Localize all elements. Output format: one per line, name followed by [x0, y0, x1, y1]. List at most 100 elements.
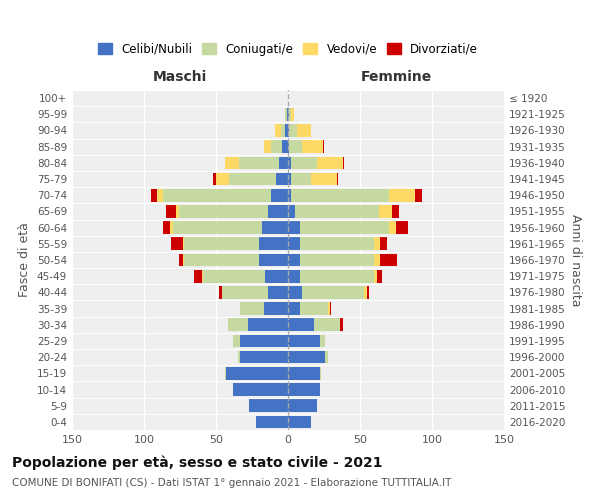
Bar	[302, 286, 364, 298]
Bar	[248, 318, 288, 331]
Bar	[314, 318, 340, 331]
Bar	[289, 124, 296, 137]
Bar	[271, 189, 288, 202]
Bar	[377, 270, 382, 282]
Bar	[337, 172, 338, 186]
Y-axis label: Fasce di età: Fasce di età	[19, 222, 31, 298]
Bar	[263, 302, 288, 315]
Bar	[291, 108, 294, 120]
Bar	[285, 124, 288, 137]
Bar	[291, 189, 389, 202]
Bar	[288, 124, 289, 137]
Bar	[275, 124, 281, 137]
Bar	[170, 222, 173, 234]
Bar	[392, 205, 399, 218]
Bar	[224, 156, 239, 169]
Bar	[287, 108, 288, 120]
Bar	[241, 334, 288, 347]
Bar	[233, 383, 288, 396]
Bar	[203, 270, 265, 282]
Bar	[263, 140, 271, 153]
Text: COMUNE DI BONIFATI (CS) - Dati ISTAT 1° gennaio 2021 - Elaborazione TUTTITALIA.I: COMUNE DI BONIFATI (CS) - Dati ISTAT 1° …	[12, 478, 451, 488]
Bar	[271, 140, 282, 153]
Bar	[259, 254, 288, 266]
Bar	[367, 286, 368, 298]
Bar	[288, 140, 289, 153]
Bar	[176, 205, 179, 218]
Bar	[317, 156, 343, 169]
Bar	[288, 108, 289, 120]
Bar	[288, 416, 311, 428]
Bar	[288, 318, 314, 331]
Bar	[374, 238, 380, 250]
Bar	[268, 205, 288, 218]
Bar	[233, 334, 241, 347]
Bar	[380, 254, 397, 266]
Bar	[239, 156, 280, 169]
Bar	[288, 254, 299, 266]
Bar	[202, 270, 203, 282]
Bar	[288, 302, 299, 315]
Bar	[299, 270, 374, 282]
Bar	[173, 222, 262, 234]
Bar	[213, 172, 216, 186]
Bar	[325, 351, 328, 364]
Bar	[238, 351, 241, 364]
Text: Maschi: Maschi	[153, 70, 207, 84]
Bar	[241, 302, 263, 315]
Bar	[229, 172, 277, 186]
Bar	[295, 205, 379, 218]
Bar	[262, 222, 288, 234]
Bar	[289, 108, 291, 120]
Bar	[194, 270, 202, 282]
Bar	[288, 400, 317, 412]
Bar	[163, 222, 170, 234]
Bar	[396, 222, 407, 234]
Bar	[179, 254, 183, 266]
Bar	[328, 302, 330, 315]
Bar	[172, 238, 183, 250]
Bar	[285, 108, 287, 120]
Bar	[288, 351, 325, 364]
Bar	[299, 302, 328, 315]
Bar	[288, 286, 302, 298]
Bar	[281, 124, 285, 137]
Bar	[184, 254, 259, 266]
Bar	[415, 189, 422, 202]
Bar	[343, 156, 344, 169]
Bar	[320, 367, 321, 380]
Bar	[288, 334, 320, 347]
Text: Popolazione per età, sesso e stato civile - 2021: Popolazione per età, sesso e stato civil…	[12, 456, 383, 470]
Bar	[288, 156, 291, 169]
Bar	[320, 334, 325, 347]
Bar	[259, 238, 288, 250]
Bar	[288, 222, 299, 234]
Bar	[288, 172, 291, 186]
Bar	[249, 400, 288, 412]
Bar	[219, 286, 222, 298]
Legend: Celibi/Nubili, Coniugati/e, Vedovi/e, Divorziati/e: Celibi/Nubili, Coniugati/e, Vedovi/e, Di…	[93, 38, 483, 60]
Bar	[288, 383, 320, 396]
Bar	[379, 205, 392, 218]
Bar	[291, 172, 311, 186]
Bar	[288, 270, 299, 282]
Bar	[163, 189, 271, 202]
Bar	[299, 254, 374, 266]
Bar	[268, 286, 288, 298]
Bar	[183, 254, 184, 266]
Bar	[389, 222, 396, 234]
Bar	[282, 140, 288, 153]
Bar	[184, 238, 259, 250]
Bar	[389, 189, 415, 202]
Bar	[311, 172, 337, 186]
Bar	[241, 351, 288, 364]
Bar	[166, 205, 176, 218]
Bar	[299, 238, 374, 250]
Bar	[380, 238, 388, 250]
Text: Femmine: Femmine	[361, 70, 431, 84]
Bar	[216, 172, 229, 186]
Bar	[340, 318, 343, 331]
Bar	[374, 254, 380, 266]
Bar	[183, 238, 184, 250]
Bar	[323, 140, 324, 153]
